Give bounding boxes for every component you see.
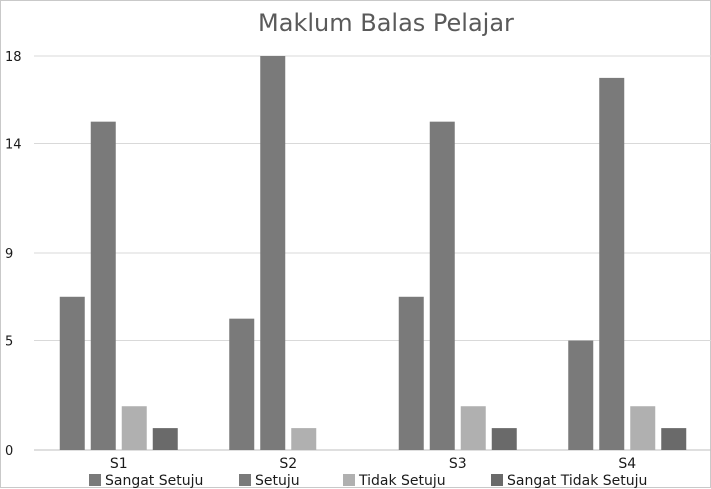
bar bbox=[429, 121, 455, 451]
bar bbox=[152, 428, 178, 450]
chart-title: Maklum Balas Pelajar bbox=[258, 9, 514, 37]
legend-label: Sangat Tidak Setuju bbox=[507, 473, 647, 489]
x-category-label: S2 bbox=[279, 456, 297, 472]
bar bbox=[291, 428, 317, 450]
y-tick-label: 9 bbox=[5, 247, 13, 262]
bar bbox=[491, 428, 517, 450]
gridlines bbox=[34, 55, 711, 451]
x-category-label: S3 bbox=[449, 456, 467, 472]
y-tick-label: 5 bbox=[5, 335, 13, 350]
x-axis-categories: S1 S2 S3 S4 bbox=[110, 456, 636, 472]
bars bbox=[59, 56, 687, 451]
bar bbox=[398, 296, 424, 450]
legend-swatch bbox=[491, 474, 503, 486]
bar bbox=[630, 406, 656, 450]
bar bbox=[568, 340, 594, 450]
bar bbox=[59, 296, 85, 450]
legend-swatch bbox=[343, 474, 355, 486]
legend-label: Tidak Setuju bbox=[358, 473, 446, 489]
bar bbox=[229, 318, 255, 450]
y-tick-label: 18 bbox=[5, 50, 22, 65]
y-tick-label: 14 bbox=[5, 138, 22, 153]
bar bbox=[460, 406, 486, 450]
bar bbox=[121, 406, 147, 450]
bar bbox=[661, 428, 687, 450]
x-category-label: S1 bbox=[110, 456, 128, 472]
y-axis-ticks: 0 5 9 14 18 bbox=[5, 50, 22, 459]
legend-label: Sangat Setuju bbox=[105, 473, 203, 489]
y-tick-label: 0 bbox=[5, 444, 13, 459]
legend-swatch bbox=[239, 474, 251, 486]
bar bbox=[90, 121, 116, 451]
legend-label: Setuju bbox=[255, 473, 300, 489]
legend: Sangat Setuju Setuju Tidak Setuju Sangat Ti… bbox=[89, 473, 647, 489]
legend-swatch bbox=[89, 474, 101, 486]
bar bbox=[599, 77, 625, 450]
x-category-label: S4 bbox=[618, 456, 636, 472]
bar bbox=[260, 56, 286, 450]
